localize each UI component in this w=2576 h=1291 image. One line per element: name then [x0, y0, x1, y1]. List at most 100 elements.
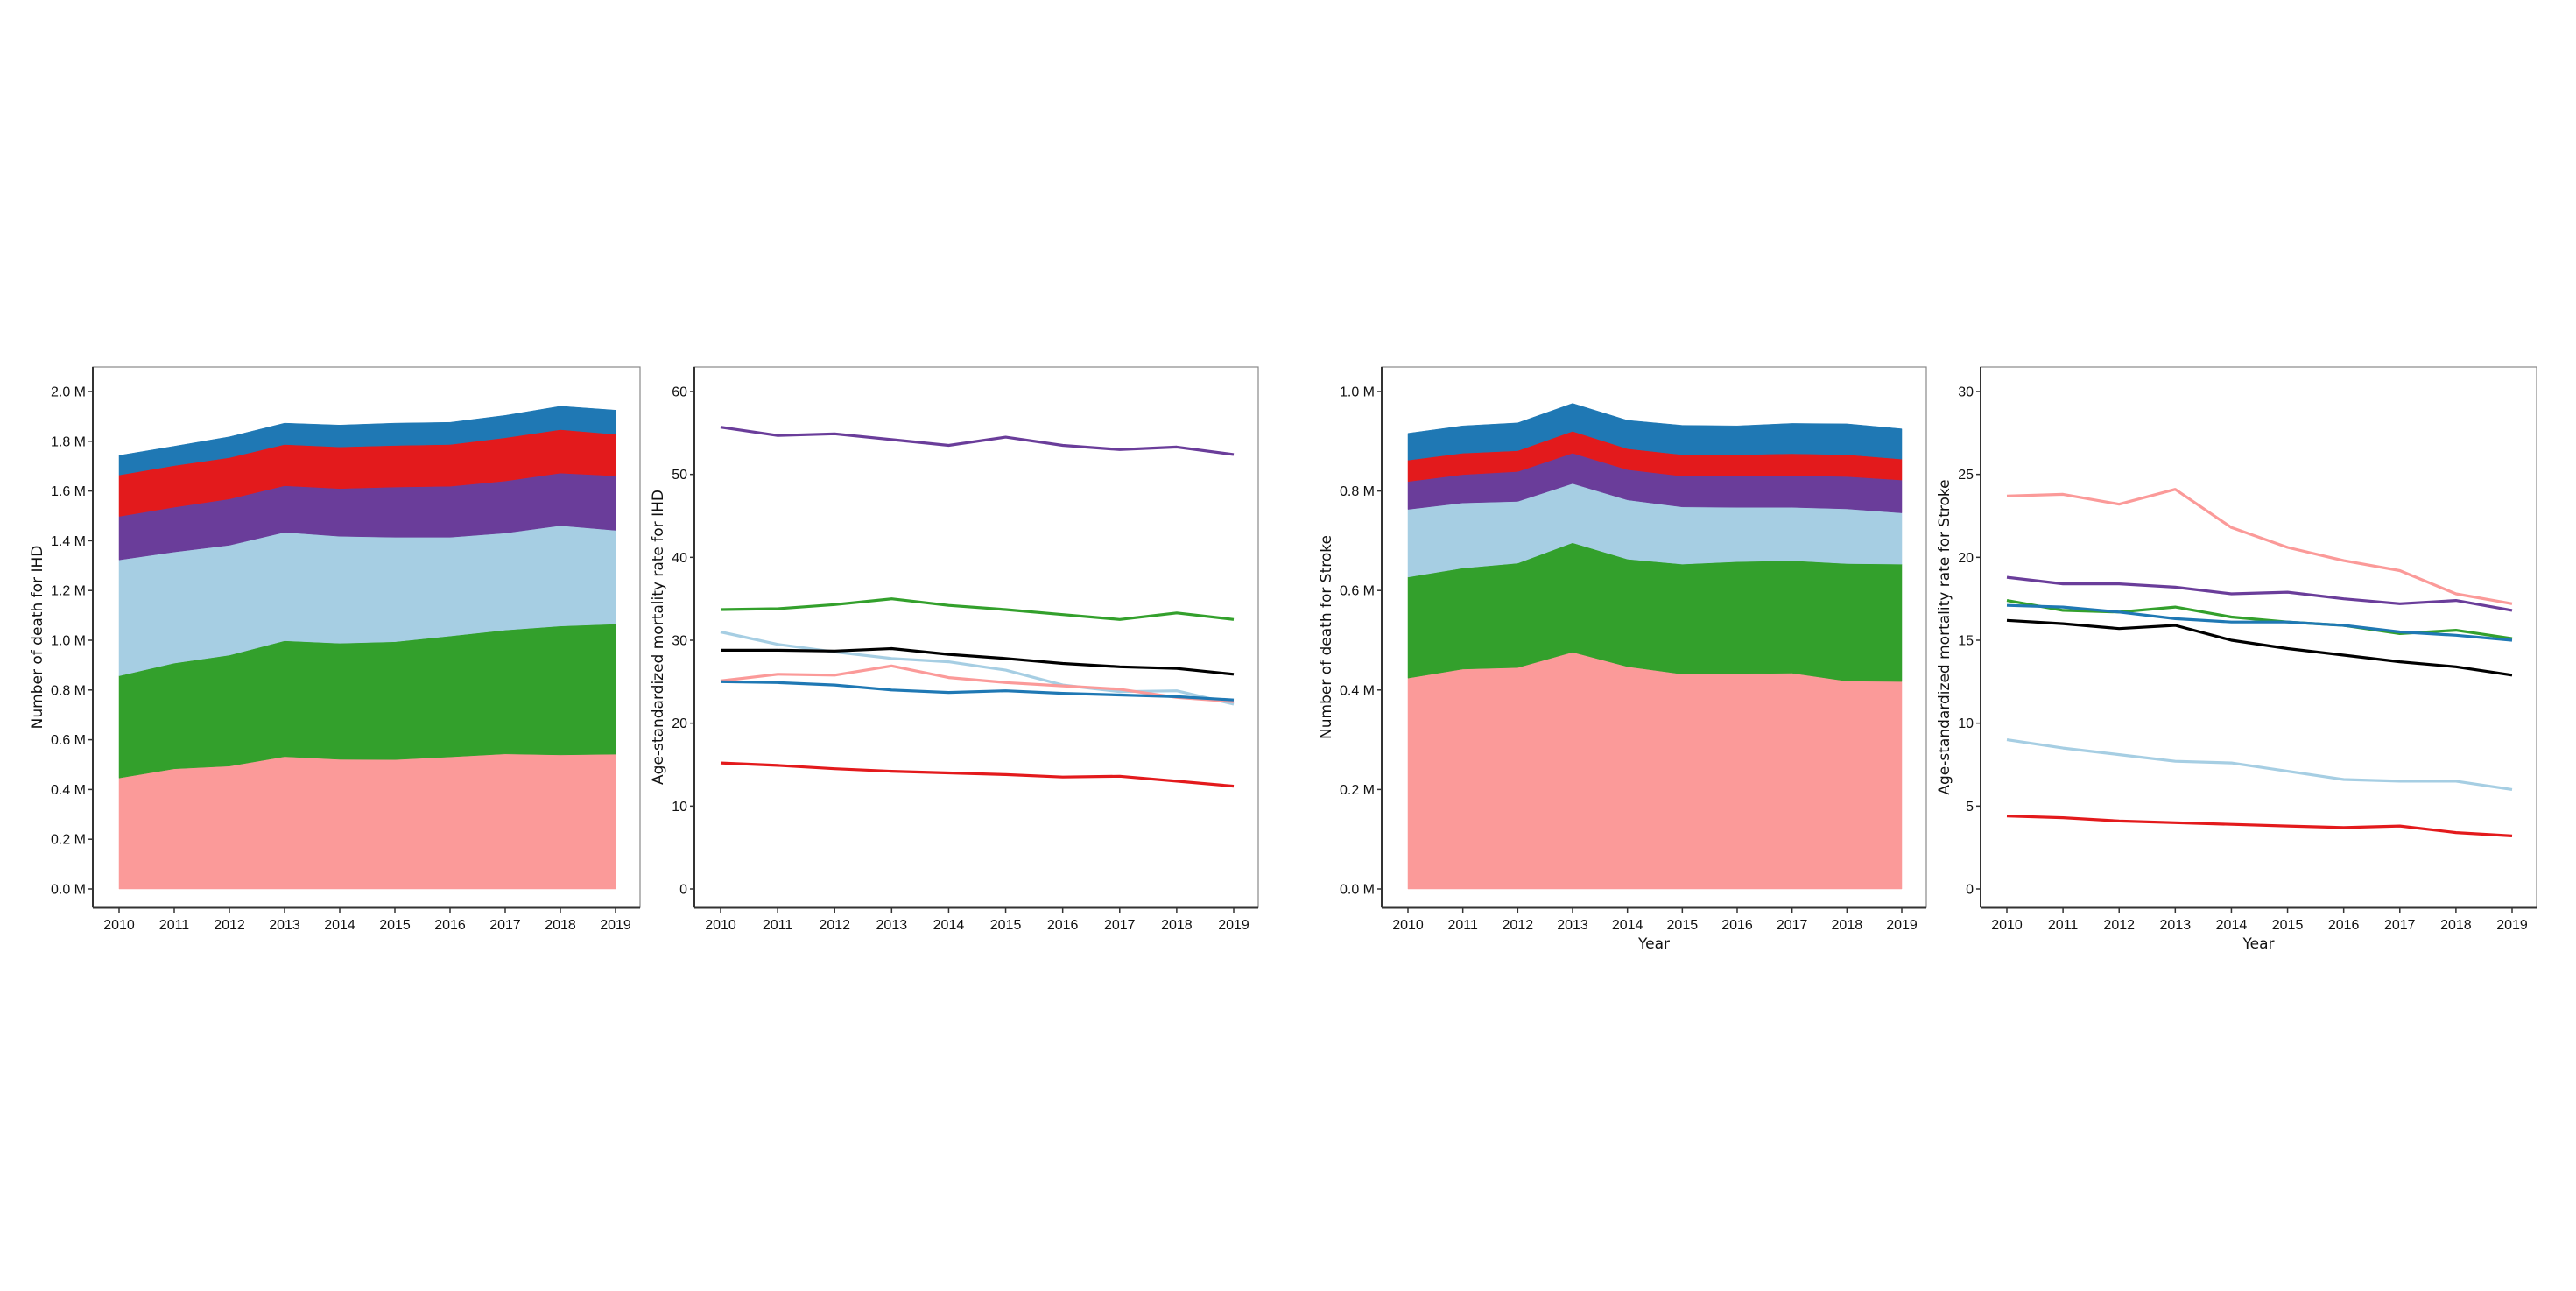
y-tick-label: 0 — [1966, 883, 1974, 898]
x-tick-label: 2018 — [2440, 918, 2472, 933]
y-tick-label: 0.2 M — [1340, 783, 1375, 798]
line-series-purple — [2006, 575, 2513, 612]
x-tick-label: 2012 — [1503, 918, 1534, 933]
x-tick-label: 2013 — [2160, 918, 2192, 933]
x-tick-label: 2014 — [324, 918, 355, 933]
panel-stroke-deaths: 0.0 M 0.2 M 0.4 M 0.6 M 0.8 M 1.0 M 2010 2011 20… — [1318, 366, 1927, 953]
panel-stroke-rate: 0 5 10 15 20 25 30 2010 2011 2012 2013 2014 2015 2016… — [1936, 366, 2537, 953]
y-tick-label: 20 — [1958, 551, 1974, 566]
x-tick-label: 2014 — [1612, 918, 1643, 933]
y-tick-label: 0.8 M — [51, 683, 86, 698]
y-tick-label: 1.0 M — [51, 634, 86, 649]
x-tick-label: 2016 — [434, 918, 466, 933]
x-tick-label: 2011 — [1447, 918, 1478, 933]
x-tick-label: 2010 — [705, 918, 736, 933]
x-tick-label: 2017 — [1777, 918, 1808, 933]
x-tick-label: 2019 — [600, 918, 631, 933]
x-tick-label: 2018 — [1161, 918, 1193, 933]
line-series-green — [2006, 599, 2513, 640]
x-tick-label: 2012 — [2103, 918, 2135, 933]
y-tick-label: 1.2 M — [51, 584, 86, 599]
panel-ihd-rate: 0 10 20 30 40 50 60 2010 2011 2012 2013 2014 2015 201… — [650, 366, 1259, 933]
y-tick-label: 0.6 M — [1340, 584, 1375, 599]
line-series-pink — [720, 664, 1235, 703]
y-tick-label: 40 — [672, 551, 687, 566]
y-tick-label: 0.2 M — [51, 833, 86, 848]
x-tick-label: 2015 — [990, 918, 1022, 933]
x-axis-title: Year — [1637, 935, 1670, 953]
x-tick-label: 2010 — [1392, 918, 1424, 933]
y-tick-label: 50 — [672, 468, 687, 483]
x-tick-label: 2013 — [269, 918, 300, 933]
y-axis-title: Age-standardized mortality rate for IHD — [650, 490, 667, 785]
x-tick-label: 2019 — [1218, 918, 1249, 933]
x-tick-label: 2014 — [933, 918, 965, 933]
area-series-pink — [1407, 652, 1903, 890]
x-tick-label: 2017 — [489, 918, 521, 933]
line-series-purple — [720, 426, 1235, 456]
x-tick-label: 2011 — [763, 918, 793, 933]
y-axis-title: Age-standardized mortality rate for Stro… — [1936, 479, 1953, 794]
panel-ihd-deaths: 0.0 M 0.2 M 0.4 M 0.6 M 0.8 M 1.0 M 1.2 M 1.4 M… — [29, 366, 641, 933]
y-tick-label: 15 — [1958, 634, 1974, 649]
x-tick-label: 2011 — [159, 918, 190, 933]
y-tick-label: 1.0 M — [1340, 385, 1375, 400]
y-tick-label: 0.4 M — [1340, 683, 1375, 698]
line-series-blue — [720, 680, 1235, 702]
line-series-green — [720, 597, 1235, 621]
x-tick-label: 2012 — [819, 918, 850, 933]
line-series-black — [721, 646, 1235, 676]
area-series-pink — [118, 753, 616, 890]
y-tick-label: 25 — [1958, 468, 1974, 483]
y-tick-label: 30 — [1958, 385, 1974, 400]
x-axis-title: Year — [2242, 935, 2275, 953]
y-tick-label: 0.6 M — [51, 733, 86, 748]
y-tick-label: 0.0 M — [1340, 883, 1375, 898]
area-series-blue — [1407, 403, 1903, 461]
x-tick-label: 2013 — [876, 918, 908, 933]
y-axis-title: Number of death for IHD — [29, 546, 46, 730]
x-tick-label: 2016 — [1721, 918, 1753, 933]
line-series-pink — [2006, 488, 2513, 605]
x-tick-label: 2016 — [2328, 918, 2360, 933]
y-tick-label: 0 — [679, 883, 687, 898]
x-tick-label: 2019 — [1886, 918, 1918, 933]
x-tick-label: 2012 — [214, 918, 245, 933]
x-tick-label: 2013 — [1557, 918, 1588, 933]
line-series-black — [2006, 618, 2513, 677]
line-series-red — [720, 761, 1235, 788]
y-tick-label: 10 — [672, 800, 687, 815]
y-tick-label: 10 — [1958, 716, 1974, 731]
area-series-blue — [118, 406, 616, 476]
x-tick-label: 2015 — [2272, 918, 2304, 933]
x-tick-label: 2015 — [379, 918, 411, 933]
x-tick-label: 2015 — [1667, 918, 1699, 933]
x-tick-label: 2018 — [1832, 918, 1863, 933]
y-tick-label: 60 — [672, 385, 687, 400]
y-tick-label: 30 — [672, 634, 687, 649]
line-series-blue — [2006, 603, 2513, 642]
y-tick-label: 0.0 M — [51, 883, 86, 898]
line-series-red — [2006, 815, 2513, 837]
y-tick-label: 0.4 M — [51, 783, 86, 798]
x-tick-label: 2017 — [2384, 918, 2416, 933]
y-axis-title: Number of death for Stroke — [1318, 535, 1335, 739]
x-tick-label: 2011 — [2048, 918, 2079, 933]
y-tick-label: 2.0 M — [51, 385, 86, 400]
x-tick-label: 2018 — [545, 918, 576, 933]
x-tick-label: 2019 — [2496, 918, 2528, 933]
x-tick-label: 2010 — [103, 918, 135, 933]
x-tick-label: 2014 — [2216, 918, 2248, 933]
y-tick-label: 1.4 M — [51, 534, 86, 549]
y-tick-label: 5 — [1966, 800, 1974, 815]
line-series-lightblue — [720, 630, 1235, 706]
x-tick-label: 2016 — [1047, 918, 1079, 933]
y-tick-label: 0.8 M — [1340, 484, 1375, 499]
y-tick-label: 20 — [672, 716, 687, 731]
line-series-lightblue — [2006, 738, 2513, 791]
x-tick-label: 2017 — [1104, 918, 1136, 933]
x-tick-label: 2010 — [1991, 918, 2023, 933]
y-tick-label: 1.8 M — [51, 434, 86, 449]
y-tick-label: 1.6 M — [51, 484, 86, 499]
